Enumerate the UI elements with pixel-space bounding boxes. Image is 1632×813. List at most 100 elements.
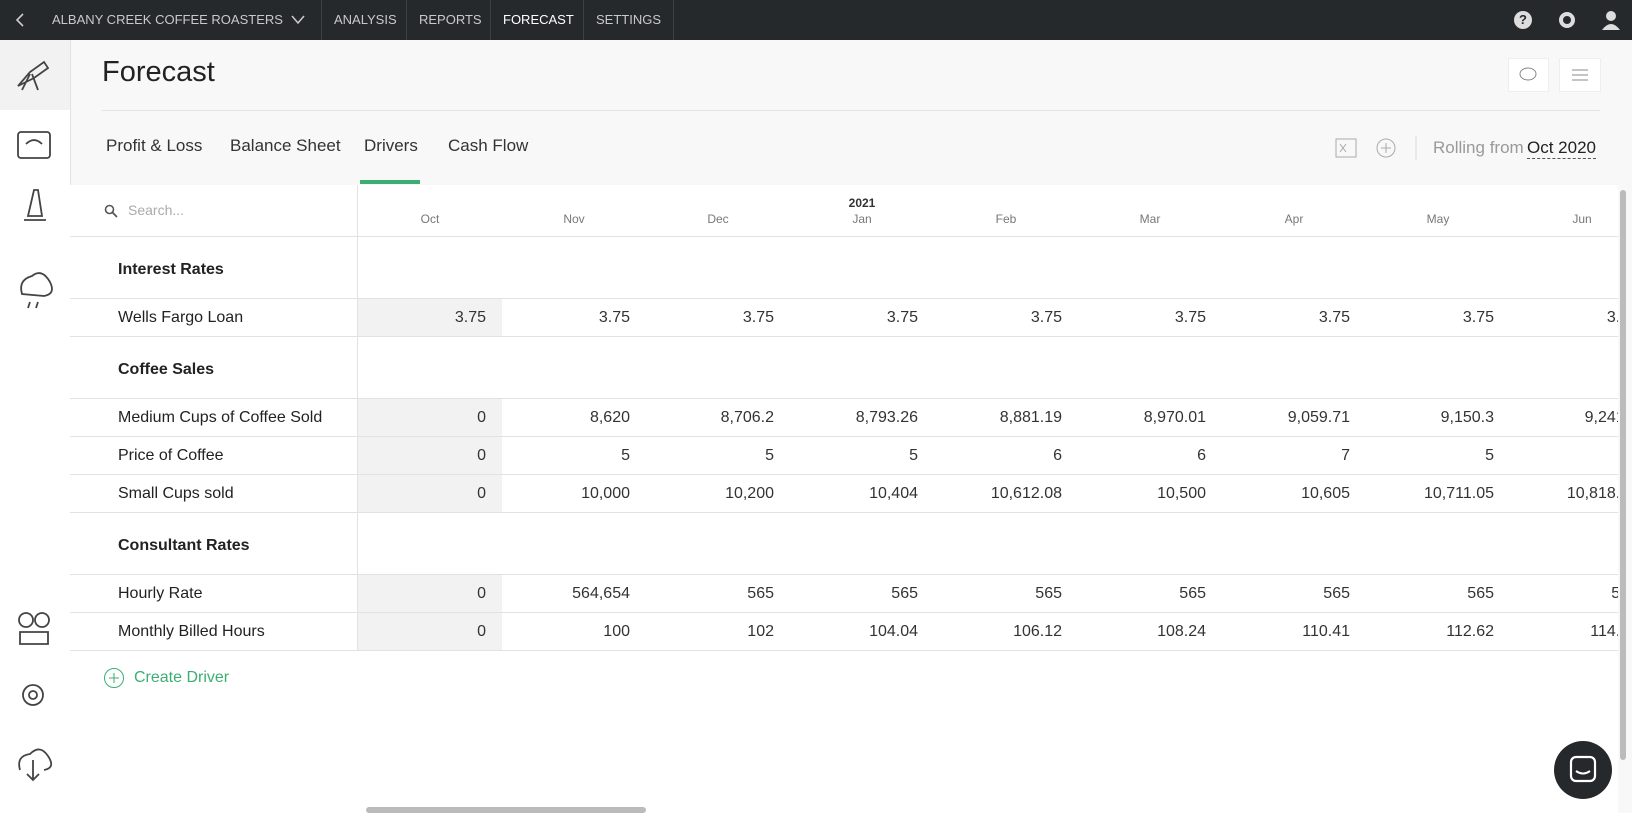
company-name[interactable]: ALBANY CREEK COFFEE ROASTERS: [52, 12, 283, 27]
cell-value[interactable]: 5: [909, 447, 918, 464]
month-label: May: [1426, 212, 1450, 226]
cell-value[interactable]: 8,620: [589, 409, 630, 426]
sidebar: [0, 40, 71, 813]
nav-tab[interactable]: FORECAST: [490, 0, 586, 40]
cell-value[interactable]: 3.75: [358, 299, 502, 337]
month-label: Dec: [707, 212, 729, 226]
cell-value[interactable]: 5: [765, 447, 774, 464]
cell-value[interactable]: 104.04: [869, 623, 918, 640]
group-title: Consultant Rates: [118, 537, 250, 554]
row-label: Medium Cups of Coffee Sold: [118, 409, 323, 426]
group-title: Coffee Sales: [118, 361, 215, 378]
label-column-border: [357, 185, 358, 651]
v-scrollbar[interactable]: [1620, 190, 1626, 760]
cell-value[interactable]: 0: [358, 475, 502, 513]
cell-value[interactable]: 3.75: [1030, 309, 1062, 326]
back-icon[interactable]: [12, 12, 28, 28]
search-input[interactable]: Search...: [128, 202, 185, 218]
row-border: [70, 512, 1618, 513]
toolbar-icons[interactable]: [1334, 136, 1418, 160]
row-border: [70, 650, 1618, 651]
row-label: Wells Fargo Loan: [118, 309, 244, 326]
divider: [102, 110, 1600, 111]
cell-value[interactable]: 3.75: [598, 309, 630, 326]
cell-value[interactable]: 7: [1341, 447, 1350, 464]
subtab[interactable]: Drivers: [364, 136, 418, 155]
create-driver[interactable]: Create Driver: [134, 669, 230, 686]
cell-value[interactable]: 565: [891, 585, 918, 602]
cell-value[interactable]: 3.75: [1462, 309, 1494, 326]
row-border: [70, 398, 1618, 399]
subtab-indicator: [360, 180, 420, 184]
cell-value[interactable]: 6: [1053, 447, 1062, 464]
cell-value[interactable]: 10,818.16: [1566, 485, 1618, 502]
cell-value[interactable]: 0: [358, 437, 502, 475]
cell-value[interactable]: 10,000: [581, 485, 630, 502]
chat-button[interactable]: [1553, 740, 1613, 800]
month-label: Oct: [420, 212, 440, 226]
cell-value[interactable]: 9,059.71: [1287, 409, 1350, 426]
cell-value[interactable]: 8,793.26: [855, 409, 918, 426]
cell-value[interactable]: 114.87: [1590, 623, 1618, 640]
cell-value[interactable]: 564,654: [572, 585, 630, 602]
cell-value[interactable]: 565: [747, 585, 774, 602]
rolling-value[interactable]: Oct 2020: [1527, 138, 1596, 159]
row-border: [70, 612, 1618, 613]
cell-value[interactable]: 565: [1323, 585, 1350, 602]
row-label: Monthly Billed Hours: [118, 623, 265, 640]
nav-tab[interactable]: REPORTS: [406, 0, 494, 40]
month-label: Apr: [1284, 212, 1304, 226]
cell-value[interactable]: 8,706.2: [720, 409, 774, 426]
row-label: Small Cups sold: [118, 485, 234, 502]
cell-value[interactable]: 9,241.8: [1584, 409, 1618, 426]
cell-value[interactable]: 108.24: [1157, 623, 1206, 640]
cell-value[interactable]: 3.75: [1606, 309, 1618, 326]
cell-value[interactable]: 10,612.08: [990, 485, 1062, 502]
subtab[interactable]: Profit & Loss: [106, 136, 203, 155]
cell-value[interactable]: 106.12: [1013, 623, 1062, 640]
cell-value[interactable]: 10,404: [869, 485, 918, 502]
cell-value[interactable]: 565: [1035, 585, 1062, 602]
cell-value[interactable]: 8,881.19: [999, 409, 1062, 426]
cell-value[interactable]: 112.62: [1446, 623, 1494, 640]
cell-value[interactable]: 3.75: [886, 309, 918, 326]
month-label: Feb: [995, 212, 1017, 226]
cell-value[interactable]: 565: [1467, 585, 1494, 602]
cell-value[interactable]: 110.41: [1302, 623, 1350, 640]
cell-value[interactable]: 102: [747, 623, 774, 640]
h-scrollbar[interactable]: [366, 807, 646, 813]
cell-value[interactable]: 0: [358, 575, 502, 613]
cell-value[interactable]: 5: [1485, 447, 1494, 464]
sidebar-icons[interactable]: [0, 40, 70, 813]
search-icon: [104, 204, 118, 218]
cell-value[interactable]: 10,200: [725, 485, 774, 502]
cell-value[interactable]: 10,605: [1301, 485, 1350, 502]
cell-value[interactable]: 10,500: [1157, 485, 1206, 502]
nav-icons[interactable]: ?: [1512, 9, 1622, 31]
nav-tab[interactable]: SETTINGS: [583, 0, 675, 40]
header-actions[interactable]: [1508, 58, 1602, 92]
cell-value[interactable]: 10,711.05: [1424, 485, 1494, 502]
subtab[interactable]: Cash Flow: [448, 136, 529, 155]
cell-value[interactable]: 3.75: [1174, 309, 1206, 326]
subtab[interactable]: Balance Sheet: [230, 136, 341, 155]
header-border: [70, 236, 1618, 237]
company-dropdown[interactable]: [290, 13, 306, 27]
cell-value[interactable]: 5: [1510, 437, 1618, 475]
cell-value[interactable]: 0: [358, 399, 502, 437]
cell-value[interactable]: 3.75: [1318, 309, 1350, 326]
top-nav: ALBANY CREEK COFFEE ROASTERS ANALYSIS RE…: [0, 0, 1632, 40]
create-icon[interactable]: [103, 667, 125, 689]
cell-value[interactable]: 8,970.01: [1143, 409, 1206, 426]
cell-value[interactable]: 0: [358, 613, 502, 651]
nav-tab[interactable]: ANALYSIS: [321, 0, 409, 40]
cell-value[interactable]: 6: [1197, 447, 1206, 464]
cell-value[interactable]: 565: [1179, 585, 1206, 602]
cell-value[interactable]: 5: [621, 447, 630, 464]
cell-value[interactable]: 100: [603, 623, 630, 640]
cell-value[interactable]: 9,150.3: [1440, 409, 1494, 426]
row-border: [70, 336, 1618, 337]
cell-value[interactable]: 3.75: [742, 309, 774, 326]
month-label: Mar: [1139, 212, 1161, 226]
cell-value[interactable]: 565: [1611, 585, 1618, 602]
